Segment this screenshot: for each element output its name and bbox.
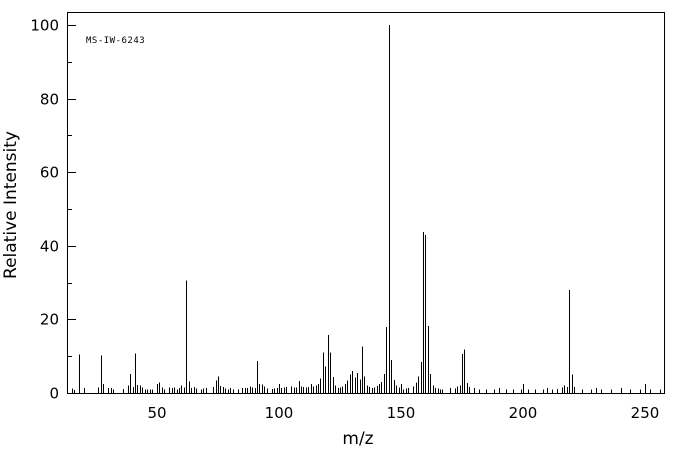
x-axis-title: m/z bbox=[342, 429, 373, 449]
peak-series bbox=[72, 25, 661, 393]
x-tick-label: 250 bbox=[631, 404, 660, 422]
x-axis-tick-labels: 50 100 150 200 250 bbox=[147, 404, 659, 422]
x-tick-label: 50 bbox=[147, 404, 166, 422]
y-tick-label: 100 bbox=[30, 17, 59, 35]
y-tick-label: 80 bbox=[40, 91, 59, 109]
y-tick-label: 40 bbox=[40, 238, 59, 256]
x-tick-label: 200 bbox=[509, 404, 538, 422]
y-axis-tick-labels: 0 20 40 60 80 100 bbox=[30, 17, 59, 403]
x-tick-label: 150 bbox=[387, 404, 416, 422]
y-tick-label: 20 bbox=[40, 311, 59, 329]
plot-frame bbox=[67, 12, 665, 394]
y-axis-ticks bbox=[67, 25, 76, 394]
sample-id-annotation: MS-IW-6243 bbox=[86, 36, 145, 46]
x-tick-label: 100 bbox=[265, 404, 294, 422]
y-tick-label: 60 bbox=[40, 164, 59, 182]
y-axis-title: Relative Intensity bbox=[1, 131, 21, 279]
y-tick-label: 0 bbox=[49, 385, 59, 403]
